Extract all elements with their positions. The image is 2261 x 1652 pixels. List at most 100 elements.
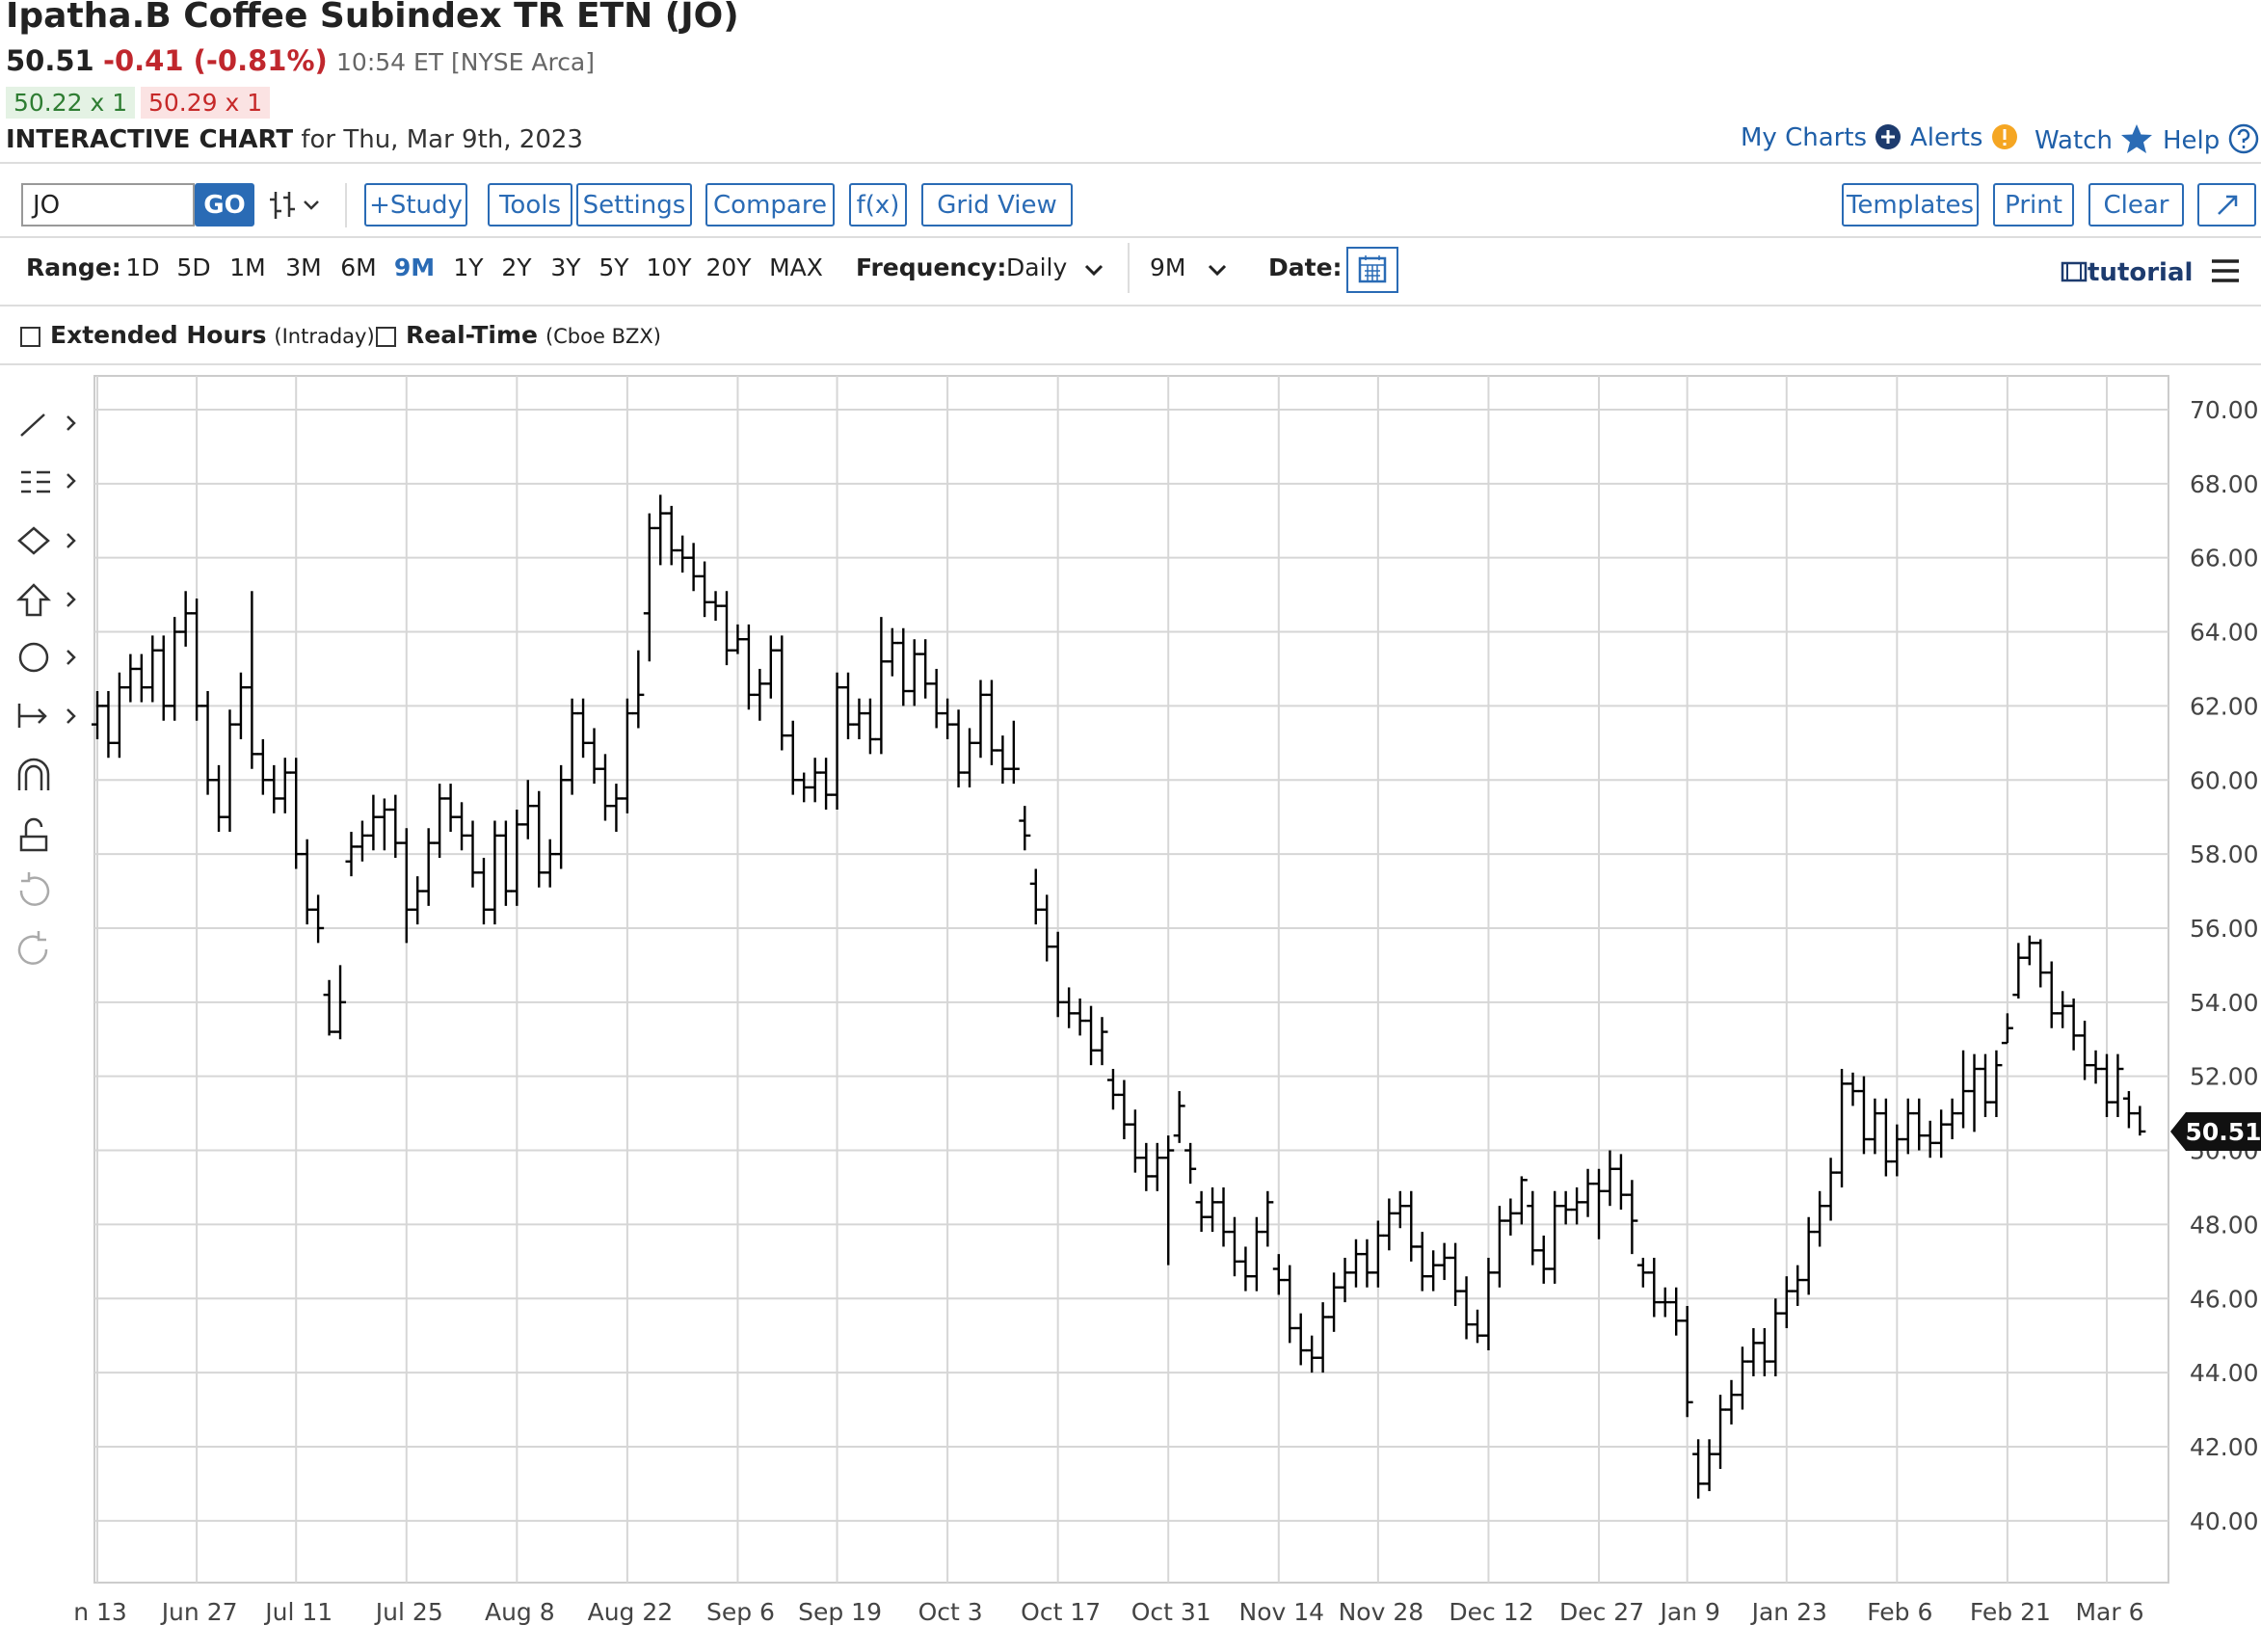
ohlc-bar (1371, 1220, 1384, 1288)
link-text[interactable]: Alerts (1910, 123, 1983, 152)
range-option[interactable]: MAX (769, 253, 823, 281)
ohlc-bar (1736, 1346, 1748, 1410)
date-picker[interactable] (1346, 247, 1398, 293)
ohlc-bar (1747, 1327, 1760, 1376)
button[interactable]: Compare (705, 183, 835, 226)
range-option[interactable]: 10Y (646, 253, 692, 281)
ohlc-bar (1604, 1150, 1616, 1207)
expand-button[interactable] (2197, 183, 2256, 226)
ohlc-bar (1019, 806, 1031, 851)
arrow-tool[interactable] (15, 583, 76, 617)
button[interactable]: f(x) (849, 183, 907, 226)
button[interactable]: Tools (488, 183, 572, 226)
ohlc-bar (897, 627, 910, 706)
ohlc-bar (301, 839, 313, 925)
ohlc-bar (1504, 1198, 1517, 1236)
ohlc-bar (555, 764, 568, 869)
range-option[interactable]: 2Y (501, 253, 532, 281)
ohlc-bar (1935, 1109, 1948, 1159)
chart-type[interactable] (268, 188, 332, 223)
button[interactable]: Templates (1842, 183, 1979, 226)
ohlc-bar (1571, 1186, 1583, 1225)
ohlc-bar (654, 494, 667, 566)
option-label[interactable]: Extended Hours (50, 321, 267, 349)
option-note: (Cboe BZX) (545, 325, 661, 348)
ohlc-bar (234, 672, 247, 739)
line-tool[interactable] (20, 413, 76, 437)
link[interactable]: Alerts (1910, 123, 2018, 152)
range-option[interactable]: 5Y (598, 253, 629, 281)
ohlc-bar (1482, 1257, 1495, 1351)
undo[interactable] (19, 872, 50, 906)
ohlc-bar (466, 820, 479, 888)
x-tick-label: Jan 23 (1750, 1598, 1827, 1626)
menu[interactable] (2211, 258, 2240, 283)
ohlc-bar (1184, 1142, 1197, 1185)
ohlc-bar (2079, 1021, 2091, 1080)
ohlc-bar (643, 513, 655, 662)
shape-tool[interactable] (17, 526, 76, 555)
option-label[interactable]: Real-Time (406, 321, 538, 349)
link-text[interactable]: Help (2163, 126, 2221, 155)
link-text[interactable]: My Charts (1741, 123, 1868, 152)
checkbox[interactable] (376, 327, 396, 347)
option[interactable]: Real-Time (Cboe BZX) (406, 321, 661, 349)
ohlc-bar (1715, 1395, 1727, 1470)
range-option[interactable]: 1Y (453, 253, 484, 281)
option[interactable]: Extended Hours (Intraday) (50, 321, 375, 349)
range-option[interactable]: 1M (229, 253, 266, 281)
ohlc-bar (1990, 1050, 2003, 1117)
magnet-tool[interactable] (17, 758, 50, 790)
fib-tool[interactable] (21, 470, 76, 493)
range-option[interactable]: 9M (393, 253, 436, 281)
button[interactable]: Clear (2088, 183, 2184, 226)
lock-tool[interactable] (19, 817, 48, 852)
ohlc-bar (1361, 1239, 1373, 1288)
range-option[interactable]: 5D (176, 253, 211, 281)
link[interactable]: Help (2163, 123, 2259, 155)
tutorial-link[interactable]: tutorial (2061, 258, 2193, 287)
chevron[interactable] (1207, 262, 1228, 278)
button[interactable]: Print (1993, 183, 2074, 226)
chevron[interactable] (1083, 262, 1104, 278)
measure-tool[interactable] (17, 704, 76, 728)
range-option[interactable]: 6M (340, 253, 377, 281)
ohlc-bar (831, 672, 843, 810)
ohlc-bar (1614, 1154, 1627, 1211)
ohlc-bar (786, 720, 799, 795)
range-option[interactable]: 3M (285, 253, 322, 281)
option-note: (Intraday) (274, 325, 375, 348)
ohlc-bar (598, 754, 611, 821)
ohlc-bar (1162, 1135, 1175, 1266)
range-option[interactable]: 3Y (550, 253, 581, 281)
ohlc-bar (687, 543, 700, 592)
text-tool[interactable] (18, 642, 49, 673)
ohlc-bar (588, 728, 600, 785)
button[interactable]: Settings (576, 183, 692, 226)
ohlc-bar (1692, 1439, 1705, 1499)
bid: 50.22 x 1 (6, 87, 136, 119)
link-text[interactable]: Watch (2035, 126, 2113, 155)
tutorial-text[interactable]: tutorial (2088, 258, 2194, 287)
symbol-input[interactable]: JO (21, 183, 195, 226)
range-option[interactable]: 1D (125, 253, 160, 281)
link[interactable]: Watch (2035, 123, 2153, 155)
ohlc-bar (1239, 1246, 1252, 1292)
ohlc-bar (1250, 1216, 1263, 1292)
checkbox[interactable] (20, 327, 40, 347)
ohlc-bar (2100, 1053, 2113, 1117)
ohlc-bar (764, 635, 777, 699)
ohlc-bar (1207, 1186, 1219, 1233)
frequency-select[interactable]: Daily (1006, 253, 1068, 281)
redo[interactable] (17, 931, 48, 965)
button[interactable]: +Study (364, 183, 467, 226)
button[interactable]: Grid View (921, 183, 1073, 226)
link[interactable]: My Charts (1741, 123, 1902, 152)
x-tick-label: Jul 11 (263, 1598, 332, 1626)
range-option[interactable]: 20Y (705, 253, 752, 281)
drawing-tools (15, 413, 76, 965)
ohlc-bar (1151, 1142, 1163, 1191)
period-select[interactable]: 9M (1150, 253, 1186, 281)
go-button[interactable]: GO (195, 183, 254, 226)
ohlc-bar (456, 802, 468, 851)
